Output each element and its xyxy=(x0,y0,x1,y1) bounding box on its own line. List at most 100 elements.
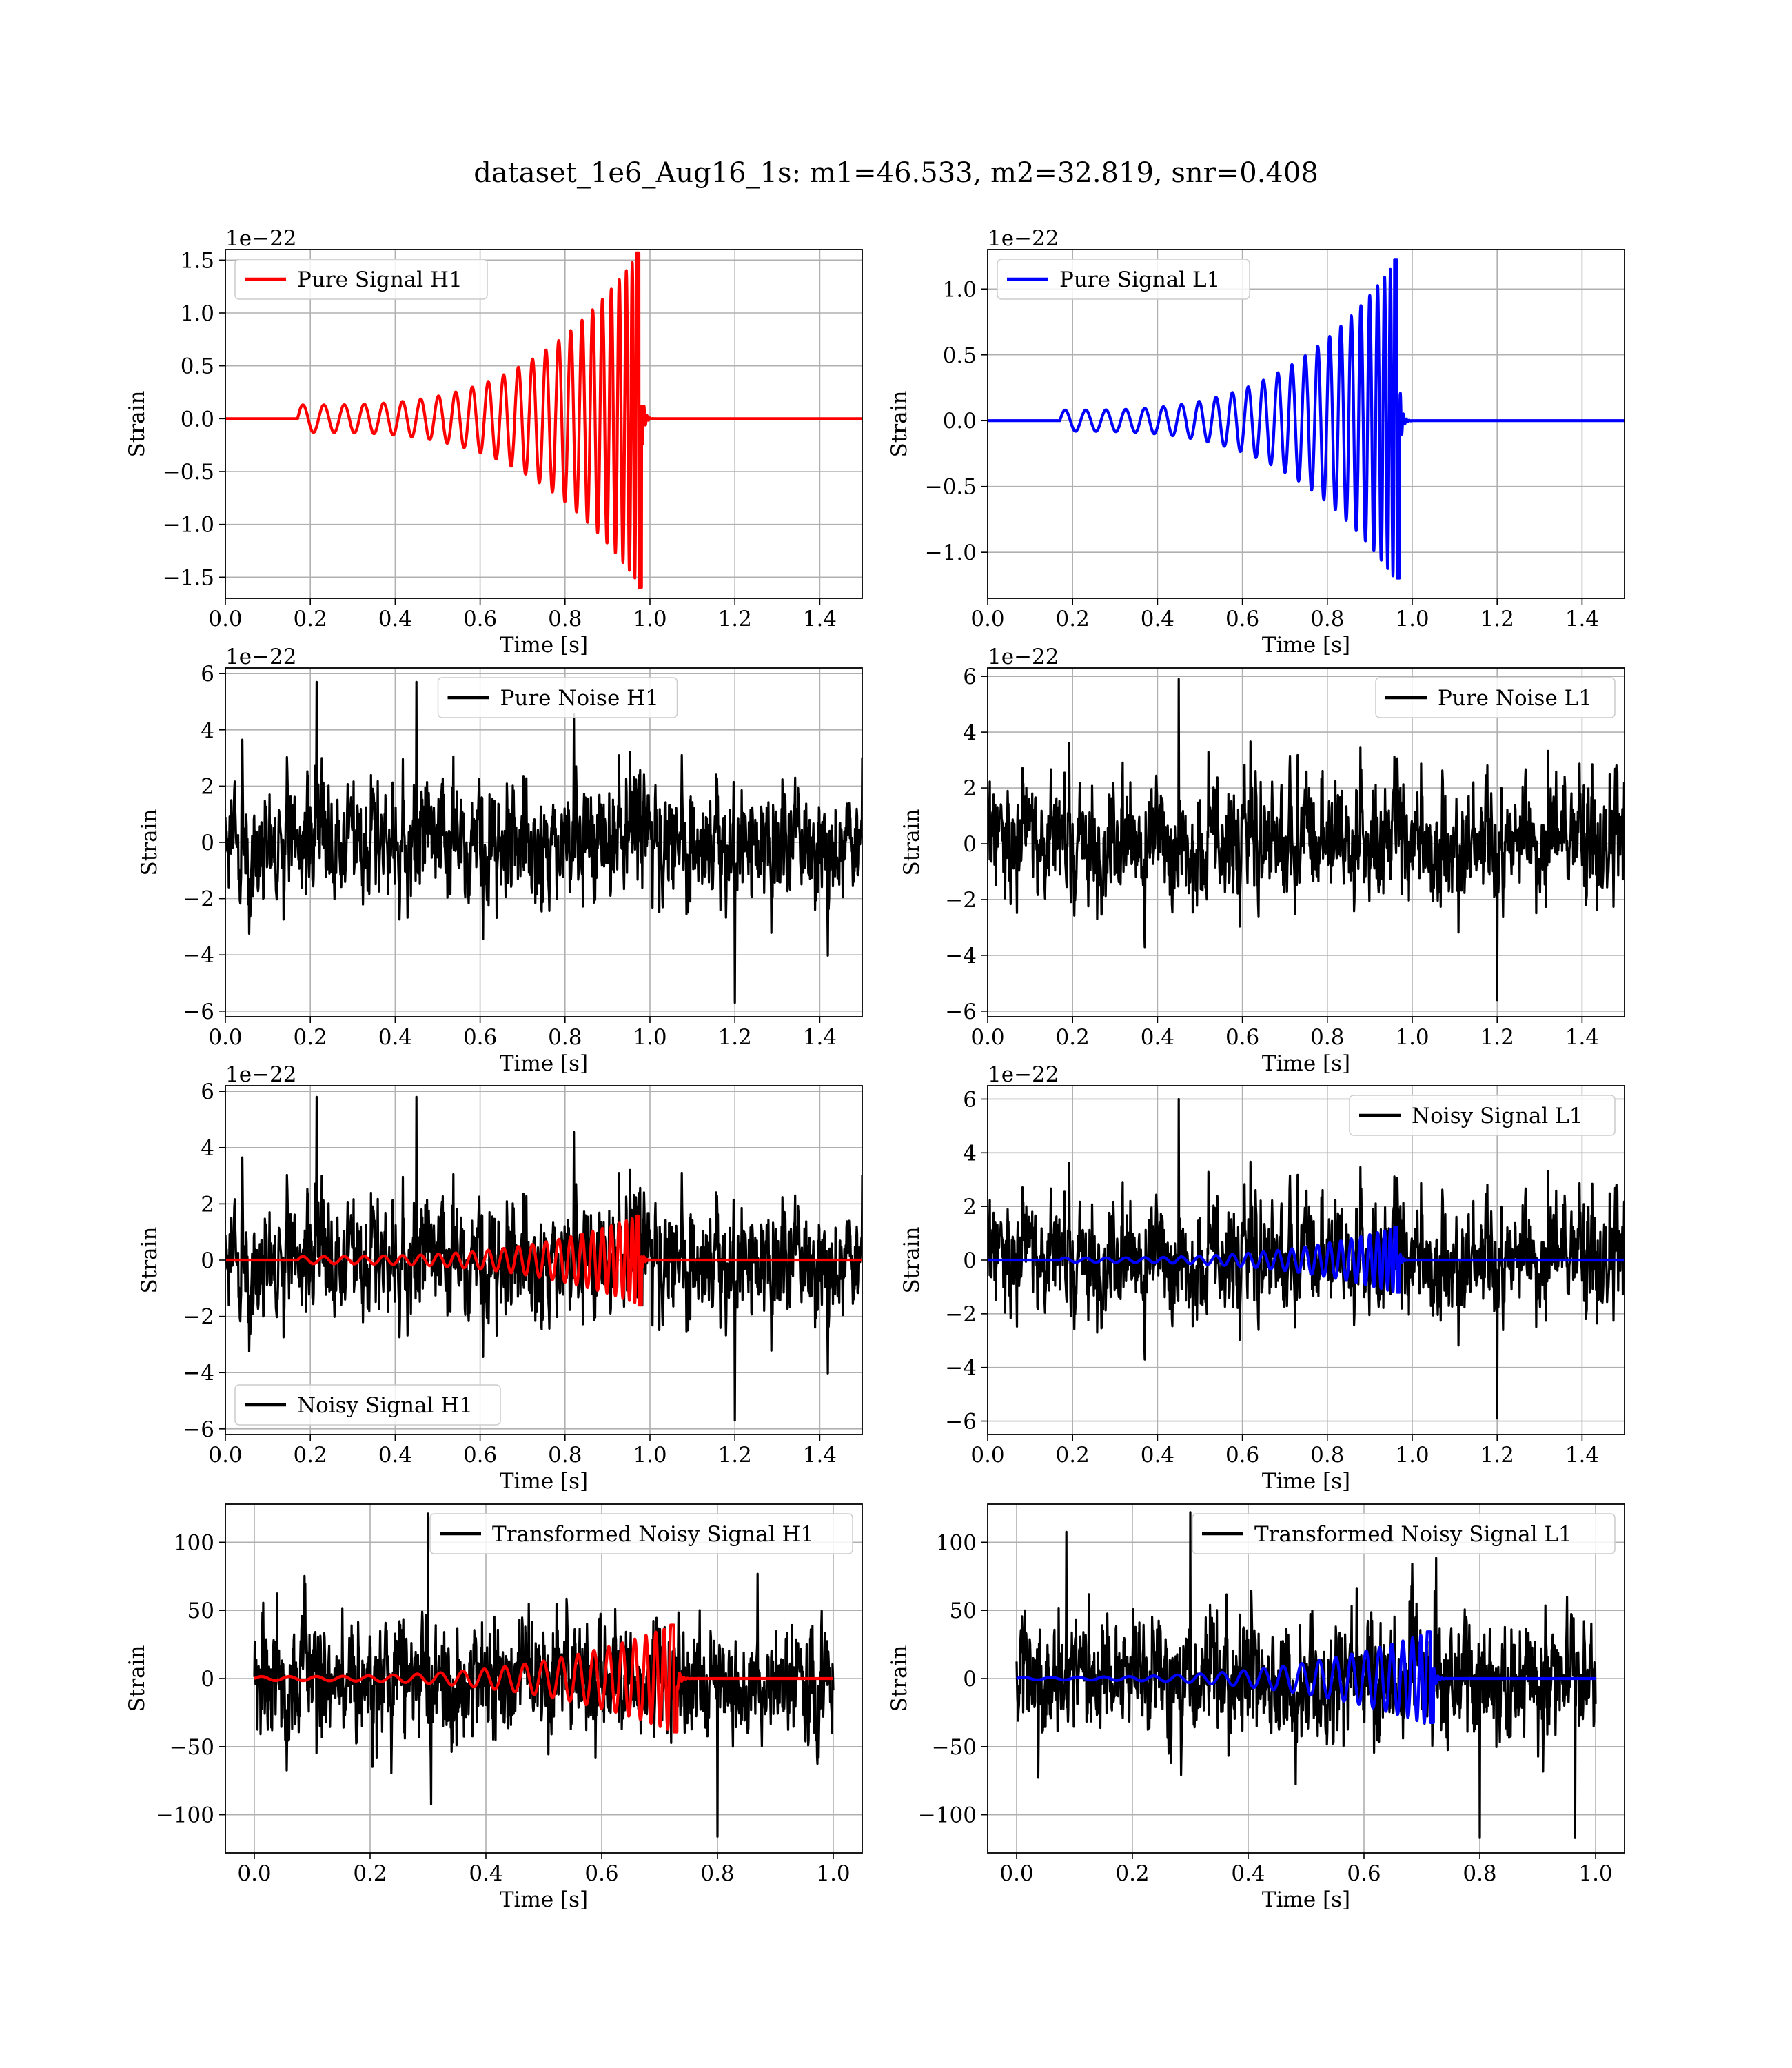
y-tick-label: 100 xyxy=(174,1530,214,1555)
y-tick-label: 0.0 xyxy=(943,409,977,434)
x-tick-label: 1.2 xyxy=(718,1025,752,1050)
y-tick-label: −100 xyxy=(156,1803,214,1828)
legend: Pure Signal H1 xyxy=(234,258,488,300)
series-line-pure-signal-h1 xyxy=(225,251,862,589)
y-tick-label: 4 xyxy=(201,1136,214,1161)
x-tick-label: 1.0 xyxy=(633,607,666,631)
y-tick-label: 0 xyxy=(201,1248,214,1273)
x-tick-label: 1.2 xyxy=(718,607,752,631)
y-tick-label: 1.5 xyxy=(181,248,214,273)
legend: Noisy Signal L1 xyxy=(1349,1095,1616,1136)
legend: Transformed Noisy Signal L1 xyxy=(1192,1513,1616,1554)
x-tick-label: 0.8 xyxy=(700,1861,734,1886)
x-tick-label: 0.8 xyxy=(548,1443,582,1468)
x-tick-label: 0.4 xyxy=(1141,1443,1174,1468)
offset-text: 1e−22 xyxy=(225,1062,297,1087)
y-tick-label: −2 xyxy=(945,1302,977,1327)
y-axis-label: Strain xyxy=(137,1227,162,1294)
x-tick-label: 0.0 xyxy=(970,607,1004,631)
axes-frame xyxy=(987,1085,1625,1435)
x-tick-label: 0.6 xyxy=(463,1443,497,1468)
y-tick-label: 1.0 xyxy=(943,277,977,302)
x-axis-label: Time [s] xyxy=(500,1887,588,1912)
axes-frame xyxy=(225,667,863,1017)
y-axis-label: Strain xyxy=(125,1645,150,1712)
axes-frame xyxy=(987,249,1625,599)
x-tick-label: 1.0 xyxy=(816,1861,850,1886)
x-tick-label: 1.2 xyxy=(1480,1025,1514,1050)
y-tick-label: 6 xyxy=(963,665,977,689)
x-tick-label: 1.4 xyxy=(1565,607,1599,631)
series-line-transformed-noisy-signal-l1 xyxy=(1015,1511,1597,1839)
y-axis-label: Strain xyxy=(125,391,150,458)
series-line-chirp-overlay xyxy=(253,1623,835,1734)
subplot-pure-signal-h1: 0.0 0.2 0.4 0.6 0.8 1.0 1.2 1.4 −1.5 −1.0 −0.5 0.0 0… xyxy=(125,226,863,658)
y-tick-label: 6 xyxy=(201,662,214,687)
legend: Transformed Noisy Signal H1 xyxy=(429,1513,853,1554)
x-tick-label: 0.6 xyxy=(1225,1025,1259,1050)
x-tick-label: 0.6 xyxy=(1347,1861,1381,1886)
y-tick-label: 0 xyxy=(963,832,977,857)
y-tick-label: 0 xyxy=(201,831,214,855)
x-axis-label: Time [s] xyxy=(500,1469,588,1494)
x-tick-label: 0.0 xyxy=(970,1443,1004,1468)
axes-frame xyxy=(225,1085,863,1435)
x-tick-label: 0.2 xyxy=(294,1443,327,1468)
y-tick-label: −6 xyxy=(945,1410,977,1435)
y-tick-label: −1.0 xyxy=(925,540,977,565)
legend-label: Pure Signal H1 xyxy=(297,267,462,292)
subplot-pure-signal-l1: 0.0 0.2 0.4 0.6 0.8 1.0 1.2 1.4 −1.0 −0.5 0.0 0.5 1.… xyxy=(887,226,1625,658)
series-line-pure-noise-l1 xyxy=(988,678,1625,1002)
y-tick-label: 2 xyxy=(963,776,977,801)
x-tick-label: 1.0 xyxy=(1395,607,1429,631)
x-tick-label: 1.0 xyxy=(1395,1443,1429,1468)
axes-frame xyxy=(225,249,863,599)
legend: Pure Noise H1 xyxy=(437,677,678,718)
legend-label: Noisy Signal H1 xyxy=(297,1393,473,1418)
legend-label: Pure Noise H1 xyxy=(500,686,659,711)
y-tick-label: −1.5 xyxy=(163,565,214,590)
subplot-transformed-noisy-signal-l1: 0.0 0.2 0.4 0.6 0.8 1.0 −100 −50 0 50 100 Time [s] S… xyxy=(887,1503,1625,1912)
legend-label: Noisy Signal L1 xyxy=(1412,1104,1583,1128)
y-axis-label: Strain xyxy=(137,809,162,876)
y-axis-label: Strain xyxy=(899,1227,924,1294)
axes-frame xyxy=(987,667,1625,1017)
x-tick-label: 0.8 xyxy=(1310,1025,1344,1050)
x-tick-label: 0.8 xyxy=(548,1025,582,1050)
y-axis-label: Strain xyxy=(887,1645,912,1712)
y-tick-label: −4 xyxy=(183,943,214,968)
x-axis-label: Time [s] xyxy=(1262,1469,1350,1494)
x-tick-label: 0.2 xyxy=(1115,1861,1149,1886)
x-tick-label: 1.0 xyxy=(633,1025,666,1050)
y-tick-label: −50 xyxy=(170,1735,214,1760)
y-tick-label: −4 xyxy=(183,1361,214,1386)
x-tick-label: 0.0 xyxy=(970,1025,1004,1050)
x-tick-label: 0.0 xyxy=(999,1861,1033,1886)
x-tick-label: 0.2 xyxy=(353,1861,387,1886)
subplot-transformed-noisy-signal-h1: 0.0 0.2 0.4 0.6 0.8 1.0 −100 −50 0 50 100 Time [s] S… xyxy=(125,1503,863,1912)
x-tick-label: 0.8 xyxy=(1310,1443,1344,1468)
series-line-pure-noise-h1 xyxy=(225,680,862,1004)
y-tick-label: 4 xyxy=(201,718,214,743)
x-tick-label: 1.4 xyxy=(1565,1025,1599,1050)
x-tick-label: 0.6 xyxy=(1225,607,1259,631)
x-tick-label: 0.2 xyxy=(1056,607,1090,631)
x-tick-label: 1.0 xyxy=(1395,1025,1429,1050)
x-tick-label: 1.0 xyxy=(633,1443,666,1468)
offset-text: 1e−22 xyxy=(988,1062,1059,1087)
y-tick-label: 2 xyxy=(201,1192,214,1217)
x-tick-label: 1.4 xyxy=(803,1443,837,1468)
legend-label: Transformed Noisy Signal L1 xyxy=(1254,1522,1572,1547)
y-tick-label: 4 xyxy=(963,1141,977,1166)
x-tick-label: 0.8 xyxy=(1463,1861,1496,1886)
x-tick-label: 0.0 xyxy=(208,1025,242,1050)
x-tick-label: 0.0 xyxy=(237,1861,271,1886)
y-tick-label: 50 xyxy=(187,1599,214,1623)
axes-frame xyxy=(225,1503,863,1854)
series-line-transformed-noisy-signal-h1 xyxy=(253,1512,835,1838)
x-tick-label: 1.4 xyxy=(1565,1443,1599,1468)
subplot-pure-noise-l1: 0.0 0.2 0.4 0.6 0.8 1.0 1.2 1.4 −6 −4 −2 0 2 4 6 Time [… xyxy=(899,645,1625,1076)
legend-label: Pure Noise L1 xyxy=(1438,686,1592,711)
y-tick-label: −0.5 xyxy=(163,460,214,485)
